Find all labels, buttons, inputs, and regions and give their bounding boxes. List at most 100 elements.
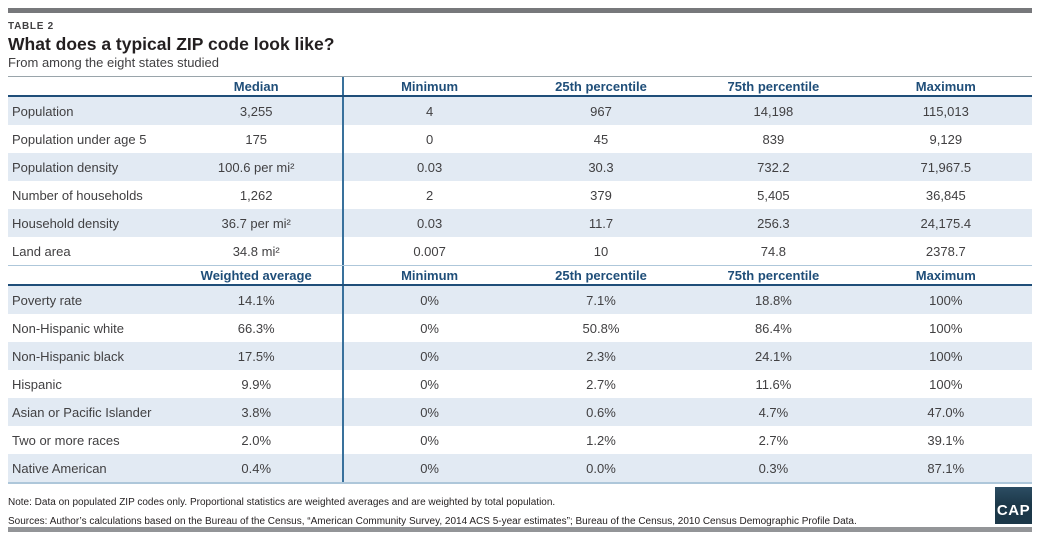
corner-cell bbox=[8, 77, 170, 95]
row-label: Asian or Pacific Islander bbox=[12, 404, 152, 420]
cap-logo: CAP bbox=[995, 487, 1032, 524]
cell-p75: 2.7% bbox=[758, 432, 789, 448]
cell-p75: 86.4% bbox=[754, 320, 792, 336]
cell-maximum: 47.0% bbox=[927, 404, 965, 420]
sources-text: Sources: Author’s calculations based on … bbox=[8, 516, 857, 527]
col-header-maximum: Maximum bbox=[915, 78, 976, 94]
table-row: Hispanic 9.9% 0% 2.7% 11.6% 100% bbox=[8, 370, 1032, 398]
cell-weighted-average: 3.8% bbox=[241, 404, 272, 420]
table-row: Native American 0.4% 0% 0.0% 0.3% 87.1% bbox=[8, 454, 1032, 482]
cell-maximum: 100% bbox=[929, 376, 963, 392]
page-subtitle: From among the eight states studied bbox=[8, 55, 220, 70]
top-divider-bar bbox=[8, 8, 1032, 13]
cell-p25: 967 bbox=[590, 103, 612, 119]
cell-maximum: 115,013 bbox=[922, 103, 969, 119]
cell-p75: 24.1% bbox=[754, 348, 792, 364]
cell-weighted-average: 66.3% bbox=[237, 320, 275, 336]
cell-minimum: 0% bbox=[342, 370, 514, 398]
cell-p75: 4.7% bbox=[758, 404, 789, 420]
col-header-minimum: Minimum bbox=[342, 266, 514, 284]
row-label: Population under age 5 bbox=[12, 131, 147, 147]
column-header-row: Weighted average Minimum 25th percentile… bbox=[8, 265, 1032, 286]
cell-p25: 45 bbox=[593, 131, 609, 147]
cell-p75: 11.6% bbox=[755, 376, 792, 392]
cell-p25: 10 bbox=[593, 243, 609, 259]
cell-p25: 0.0% bbox=[586, 460, 616, 476]
cell-median: 34.8 mi² bbox=[232, 243, 280, 259]
table-row: Population under age 5 175 0 45 839 9,12… bbox=[8, 125, 1032, 153]
cell-p25: 2.3% bbox=[586, 348, 616, 364]
cell-p75: 5,405 bbox=[757, 187, 790, 203]
cell-maximum: 100% bbox=[929, 320, 963, 336]
cell-minimum: 0.03 bbox=[342, 209, 514, 237]
table-row: Poverty rate 14.1% 0% 7.1% 18.8% 100% bbox=[8, 286, 1032, 314]
cell-maximum: 24,175.4 bbox=[920, 215, 972, 231]
cell-minimum: 4 bbox=[342, 97, 514, 125]
col-header-p25: 25th percentile bbox=[555, 78, 647, 94]
col-header-p25: 25th percentile bbox=[555, 267, 647, 283]
cell-maximum: 2378.7 bbox=[925, 243, 966, 259]
column-header-row: Median Minimum 25th percentile 75th perc… bbox=[8, 76, 1032, 97]
table-number-label: TABLE 2 bbox=[8, 21, 54, 32]
cell-maximum: 71,967.5 bbox=[920, 159, 972, 175]
cell-minimum: 2 bbox=[342, 181, 514, 209]
row-label: Poverty rate bbox=[12, 292, 83, 308]
row-label: Population density bbox=[12, 159, 119, 175]
page-title: What does a typical ZIP code look like? bbox=[8, 34, 335, 54]
row-label: Hispanic bbox=[12, 376, 62, 392]
cell-median: 100.6 per mi² bbox=[217, 159, 295, 175]
cell-maximum: 100% bbox=[929, 348, 963, 364]
cell-maximum: 87.1% bbox=[927, 460, 965, 476]
cell-maximum: 39.1% bbox=[927, 432, 965, 448]
table-row: Land area 34.8 mi² 0.007 10 74.8 2378.7 bbox=[8, 237, 1032, 265]
cell-minimum: 0% bbox=[342, 426, 514, 454]
row-label: Native American bbox=[12, 460, 107, 476]
col-header-maximum: Maximum bbox=[915, 267, 976, 283]
cell-p75: 74.8 bbox=[760, 243, 787, 259]
corner-cell bbox=[8, 266, 170, 284]
table-row: Population density 100.6 per mi² 0.03 30… bbox=[8, 153, 1032, 181]
col-header-weighted-average: Weighted average bbox=[200, 267, 312, 283]
cell-median: 36.7 per mi² bbox=[221, 215, 291, 231]
table-row: Two or more races 2.0% 0% 1.2% 2.7% 39.1… bbox=[8, 426, 1032, 454]
note-text: Note: Data on populated ZIP codes only. … bbox=[8, 497, 556, 508]
row-label: Non-Hispanic black bbox=[12, 348, 124, 364]
cell-p75: 839 bbox=[762, 131, 785, 147]
cell-p75: 256.3 bbox=[757, 215, 790, 231]
table-row: Population 3,255 4 967 14,198 115,013 bbox=[8, 97, 1032, 125]
cell-minimum: 0.03 bbox=[342, 153, 514, 181]
col-header-p75: 75th percentile bbox=[727, 78, 820, 94]
table-row: Asian or Pacific Islander 3.8% 0% 0.6% 4… bbox=[8, 398, 1032, 426]
cap-logo-text: CAP bbox=[996, 502, 1031, 519]
cell-minimum: 0% bbox=[342, 286, 514, 314]
col-header-p75: 75th percentile bbox=[727, 267, 820, 283]
cell-p75: 732.2 bbox=[757, 159, 790, 175]
cell-weighted-average: 17.5% bbox=[237, 348, 275, 364]
cell-weighted-average: 0.4% bbox=[241, 460, 272, 476]
cell-median: 1,262 bbox=[239, 187, 273, 203]
cell-p25: 11.7 bbox=[588, 215, 614, 231]
row-label: Number of households bbox=[12, 187, 143, 203]
cell-weighted-average: 2.0% bbox=[241, 432, 272, 448]
cell-median: 175 bbox=[245, 131, 268, 147]
cell-p25: 1.2% bbox=[586, 432, 616, 448]
cell-maximum: 100% bbox=[929, 292, 963, 308]
cell-p25: 50.8% bbox=[582, 320, 620, 336]
table-row: Number of households 1,262 2 379 5,405 3… bbox=[8, 181, 1032, 209]
cell-p25: 0.6% bbox=[586, 404, 616, 420]
row-label: Non-Hispanic white bbox=[12, 320, 124, 336]
row-label: Population bbox=[12, 103, 74, 119]
bottom-divider-bar bbox=[8, 527, 1032, 532]
cell-weighted-average: 9.9% bbox=[241, 376, 272, 392]
table-row: Household density 36.7 per mi² 0.03 11.7… bbox=[8, 209, 1032, 237]
cell-weighted-average: 14.1% bbox=[237, 292, 275, 308]
cell-minimum: 0% bbox=[342, 398, 514, 426]
cell-minimum: 0.007 bbox=[342, 237, 514, 265]
cell-p75: 0.3% bbox=[758, 460, 789, 476]
cell-minimum: 0% bbox=[342, 342, 514, 370]
table-row: Non-Hispanic black 17.5% 0% 2.3% 24.1% 1… bbox=[8, 342, 1032, 370]
statistics-table: Median Minimum 25th percentile 75th perc… bbox=[8, 76, 1032, 484]
cell-p25: 7.1% bbox=[586, 292, 616, 308]
cell-minimum: 0% bbox=[342, 314, 514, 342]
